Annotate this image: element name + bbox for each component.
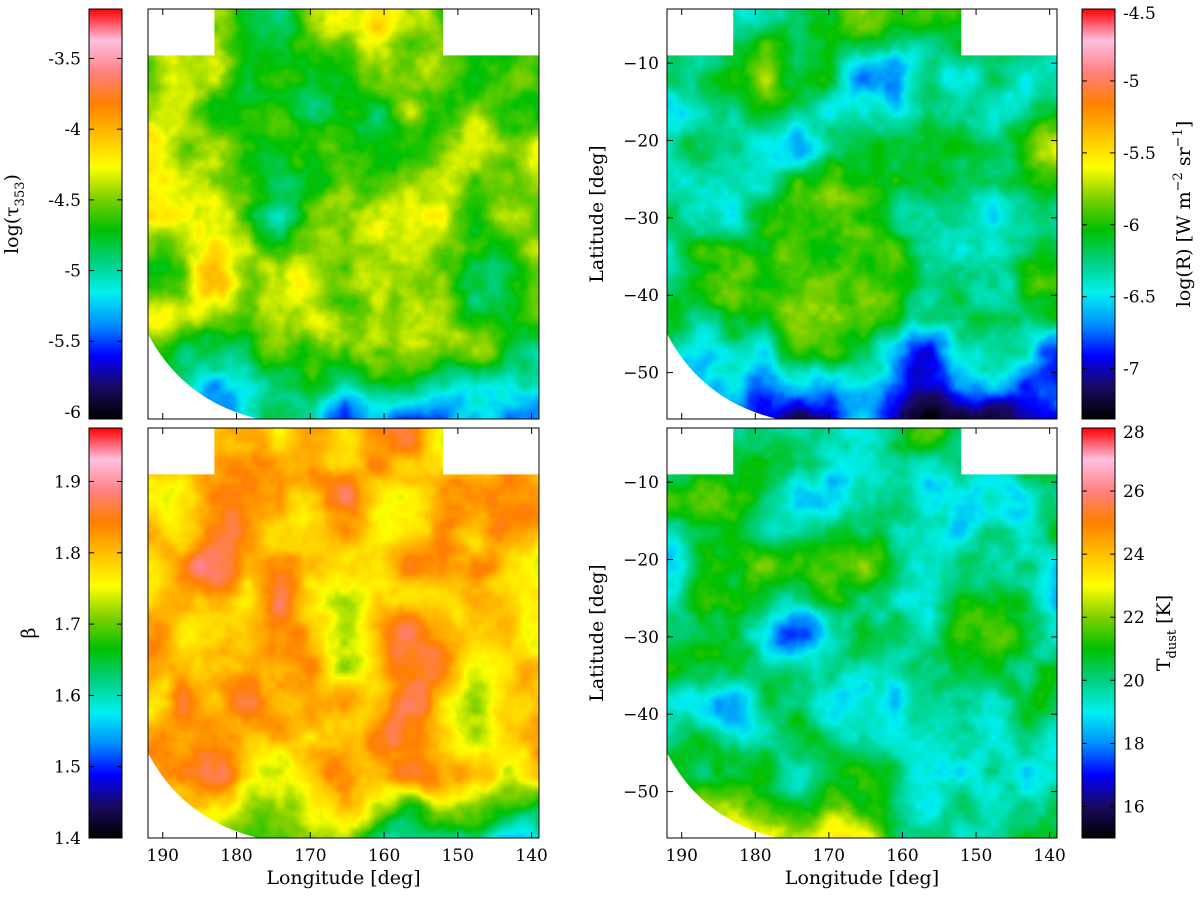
xlabel-beta: Longitude [deg] xyxy=(266,867,420,889)
heatmap-tau353 xyxy=(148,9,539,419)
ylabel-tdust: Latitude [deg] xyxy=(586,564,608,701)
colorbar-tdust xyxy=(1081,427,1116,839)
colorbar-tick-label: 22 xyxy=(1123,608,1145,628)
colorbar-ticks-tdust: 16 18 20 22 24 26 28 xyxy=(1082,423,1145,817)
heatmap-beta xyxy=(148,428,539,838)
colorbar-tick-label: -7 xyxy=(1123,360,1140,380)
x-ticks-logR xyxy=(681,9,1051,419)
y-tick-label: −20 xyxy=(623,551,659,571)
colorbar-tick-label: 1.7 xyxy=(54,615,81,635)
colorbar-tick-label: -6 xyxy=(64,403,81,423)
y-tick-label: −10 xyxy=(623,473,659,493)
colorbar-tick-label: -5.5 xyxy=(1123,144,1156,164)
heatmap-logR xyxy=(667,9,1057,419)
y-tick-label: −20 xyxy=(623,132,659,152)
plot-frame-tau353 xyxy=(147,8,540,420)
colorbar-tick-label: 20 xyxy=(1123,671,1145,691)
x-tick-label: 170 xyxy=(294,846,326,866)
colorbar-tick-label: -6 xyxy=(1123,216,1140,236)
y-tick-label: −50 xyxy=(623,364,659,384)
colorbar-ticks-tau353: -3.5 -4 -4.5 -5 -5.5 -6 xyxy=(48,49,122,423)
colorbar-tick-label: 1.6 xyxy=(54,686,81,706)
x-tick-label: 190 xyxy=(147,846,179,866)
x-ticks-tau353 xyxy=(162,9,533,419)
colorbar-label-tau353: log(τ353) xyxy=(1,174,28,254)
colorbar-tick-label: 24 xyxy=(1123,545,1145,565)
panel-bottom-left: 190 180 170 160 150 140 Longitude [deg] 1.41.… xyxy=(18,427,548,889)
x-ticks-tdust: 190 180 170 160 150 140 xyxy=(665,428,1066,866)
colorbar-tick-label: -6.5 xyxy=(1123,288,1156,308)
ylabel-logR: Latitude [deg] xyxy=(586,145,608,282)
x-tick-label: 160 xyxy=(886,846,918,866)
colorbar-tick-label: -5 xyxy=(1123,72,1140,92)
coverage-mask-tau353 xyxy=(148,9,539,419)
plot-frame-beta xyxy=(147,427,540,839)
colorbar-tick-label: -4.5 xyxy=(48,191,81,211)
x-tick-label: 180 xyxy=(739,846,771,866)
colorbar-tick-label: -5.5 xyxy=(48,332,81,352)
plot-frame-logR xyxy=(666,8,1058,420)
x-tick-label: 150 xyxy=(960,846,992,866)
x-tick-label: 140 xyxy=(1033,846,1065,866)
coverage-mask-logR xyxy=(667,9,1057,419)
x-tick-label: 170 xyxy=(813,846,845,866)
colorbar-tick-label: 28 xyxy=(1123,423,1145,443)
colorbar-tick-label: 26 xyxy=(1123,482,1145,502)
x-tick-label: 140 xyxy=(515,846,547,866)
plot-frame-tdust xyxy=(666,427,1058,839)
colorbar-logR xyxy=(1081,8,1116,420)
y-tick-label: −30 xyxy=(623,628,659,648)
y-tick-label: −50 xyxy=(623,783,659,803)
colorbar-beta xyxy=(88,427,123,839)
colorbar-tick-label: 16 xyxy=(1123,797,1145,817)
colorbar-tau353 xyxy=(88,8,123,420)
x-tick-label: 150 xyxy=(442,846,474,866)
colorbar-tick-label: 1.4 xyxy=(54,829,81,849)
panel-top-left: -3.5 -4 -4.5 -5 -5.5 -6 log(τ353) xyxy=(1,8,540,423)
coverage-mask-beta xyxy=(148,428,539,838)
x-tick-label: 190 xyxy=(665,846,697,866)
y-ticks-tdust: −10 −20 −30 −40 −50 xyxy=(623,473,1057,803)
x-tick-label: 160 xyxy=(368,846,400,866)
colorbar-tick-label: 1.9 xyxy=(54,472,81,492)
colorbar-label-beta: β xyxy=(18,627,40,638)
y-tick-label: −40 xyxy=(623,705,659,725)
panel-bottom-right: 190 180 170 160 150 140 −10 −20 −30 −40 −50 Longi… xyxy=(586,423,1180,889)
y-tick-label: −30 xyxy=(623,209,659,229)
colorbar-ticks-logR: -4.5 -5 -5.5 -6 -6.5 -7 xyxy=(1082,4,1156,380)
x-ticks-beta: 190 180 170 160 150 140 xyxy=(147,428,548,866)
colorbar-tick-label: 1.5 xyxy=(54,758,81,778)
colorbar-tick-label: -4 xyxy=(64,120,81,140)
coverage-mask-tdust xyxy=(667,428,1057,838)
panel-top-right: −10 −20 −30 −40 −50 Latitude [deg] -4.5 -5 -5.… xyxy=(586,4,1195,420)
colorbar-tick-label: 18 xyxy=(1123,734,1145,754)
colorbar-tick-label: -3.5 xyxy=(48,49,81,69)
colorbar-ticks-beta: 1.4 1.5 1.6 1.7 1.8 1.9 xyxy=(54,472,122,849)
xlabel-tdust: Longitude [deg] xyxy=(785,867,939,889)
y-tick-label: −10 xyxy=(623,54,659,74)
colorbar-label-logR: log(R) [W m−2 sr−1] xyxy=(1171,121,1195,308)
colorbar-tick-label: 1.8 xyxy=(54,544,81,564)
x-tick-label: 180 xyxy=(220,846,252,866)
colorbar-tick-label: -4.5 xyxy=(1123,4,1156,24)
heatmap-tdust xyxy=(667,428,1057,838)
y-tick-label: −40 xyxy=(623,286,659,306)
colorbar-label-tdust: Tdust [K] xyxy=(1153,595,1180,671)
y-ticks-logR: −10 −20 −30 −40 −50 xyxy=(623,54,1057,384)
colorbar-tick-label: -5 xyxy=(64,262,81,282)
